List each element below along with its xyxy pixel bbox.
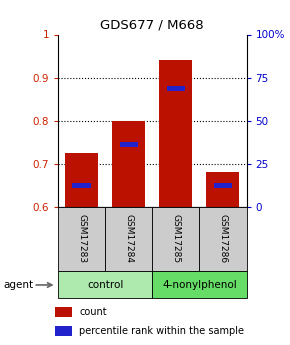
Text: 4-nonylphenol: 4-nonylphenol xyxy=(162,280,237,289)
Bar xyxy=(214,183,232,188)
Bar xyxy=(55,326,72,336)
Text: percentile rank within the sample: percentile rank within the sample xyxy=(79,326,244,336)
Bar xyxy=(152,207,200,271)
Bar xyxy=(58,271,152,298)
Text: agent: agent xyxy=(3,280,33,290)
Bar xyxy=(65,153,98,207)
Text: GSM17283: GSM17283 xyxy=(77,214,86,264)
Bar xyxy=(119,142,138,147)
Text: GSM17285: GSM17285 xyxy=(171,214,180,264)
Bar xyxy=(105,207,152,271)
Text: control: control xyxy=(87,280,123,289)
Text: GSM17286: GSM17286 xyxy=(218,214,227,264)
Bar xyxy=(58,207,105,271)
Title: GDS677 / M668: GDS677 / M668 xyxy=(100,19,204,32)
Bar xyxy=(152,271,246,298)
Bar xyxy=(159,60,192,207)
Text: GSM17284: GSM17284 xyxy=(124,214,133,264)
Bar xyxy=(55,307,72,317)
Bar xyxy=(167,86,185,91)
Bar xyxy=(72,183,91,188)
Bar xyxy=(200,207,246,271)
Bar xyxy=(206,172,240,207)
Text: count: count xyxy=(79,307,107,317)
Bar xyxy=(112,121,145,207)
